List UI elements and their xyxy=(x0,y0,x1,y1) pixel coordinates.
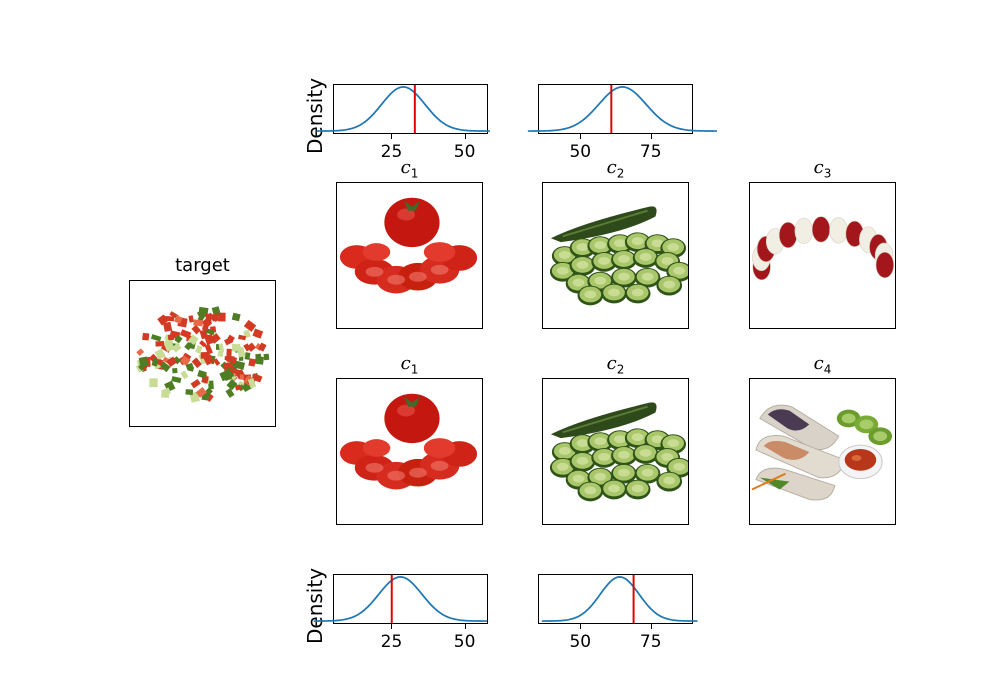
x-tick-label: 75 xyxy=(639,632,662,652)
density-curve xyxy=(316,86,490,132)
x-tick-label: 25 xyxy=(380,632,403,652)
candidate-image-spring-rolls xyxy=(749,378,896,525)
candidate-title-6: c4 xyxy=(813,353,832,377)
candidate-title-1: c1 xyxy=(400,157,419,181)
candidate-image-tomato xyxy=(336,182,483,329)
x-tick xyxy=(464,134,466,139)
target-image xyxy=(129,280,276,427)
cucumber-picture-2 xyxy=(549,402,688,502)
x-tick-label: 75 xyxy=(639,142,662,162)
density-svg-3 xyxy=(541,575,698,623)
x-tick-label: 25 xyxy=(380,142,403,162)
x-tick xyxy=(391,624,393,629)
candidate-image-cucumber-2 xyxy=(542,378,689,525)
candidate-title-5: c2 xyxy=(606,353,625,377)
x-tick xyxy=(580,134,582,139)
candidate-title-3: c3 xyxy=(813,157,832,181)
density-plot-top-middle xyxy=(527,84,718,134)
density-svg-2 xyxy=(313,575,487,623)
density-ylabel-top: Density xyxy=(303,77,327,154)
tomato-picture xyxy=(339,197,478,294)
cucumber-picture xyxy=(549,206,688,306)
density-plot-top-left xyxy=(316,84,490,134)
density-svg-0 xyxy=(316,85,490,133)
spring-rolls-picture xyxy=(751,404,893,501)
density-ylabel-bottom: Density xyxy=(303,567,327,644)
density-plot-bottom-left xyxy=(313,574,488,624)
candidate-image-tomato-2 xyxy=(336,378,483,525)
density-curve xyxy=(541,576,698,622)
x-tick-label: 50 xyxy=(453,142,476,162)
xticks-bottom-left: 25 50 xyxy=(333,624,488,654)
x-tick xyxy=(391,134,393,139)
candidate-image-caprese xyxy=(749,182,896,329)
density-svg-1 xyxy=(527,85,718,133)
xticks-top-left: 25 50 xyxy=(333,134,488,164)
caprese-picture xyxy=(752,216,895,281)
tomato-picture-2 xyxy=(339,393,478,490)
x-tick xyxy=(650,624,652,629)
density-curve xyxy=(313,576,487,622)
candidate-title-2: c2 xyxy=(606,157,625,181)
density-curve xyxy=(527,86,718,132)
x-tick-label: 50 xyxy=(453,632,476,652)
x-tick xyxy=(464,624,466,629)
xticks-top-middle: 50 75 xyxy=(538,134,693,164)
density-plot-bottom-middle xyxy=(538,574,698,624)
xticks-bottom-middle: 50 75 xyxy=(538,624,693,654)
x-tick-label: 50 xyxy=(569,142,592,162)
x-tick xyxy=(650,134,652,139)
x-tick xyxy=(580,624,582,629)
candidate-image-cucumber xyxy=(542,182,689,329)
candidate-title-4: c1 xyxy=(400,353,419,377)
x-tick-label: 50 xyxy=(569,632,592,652)
target-title: target xyxy=(175,255,230,276)
chopped-salad-picture xyxy=(135,306,270,403)
